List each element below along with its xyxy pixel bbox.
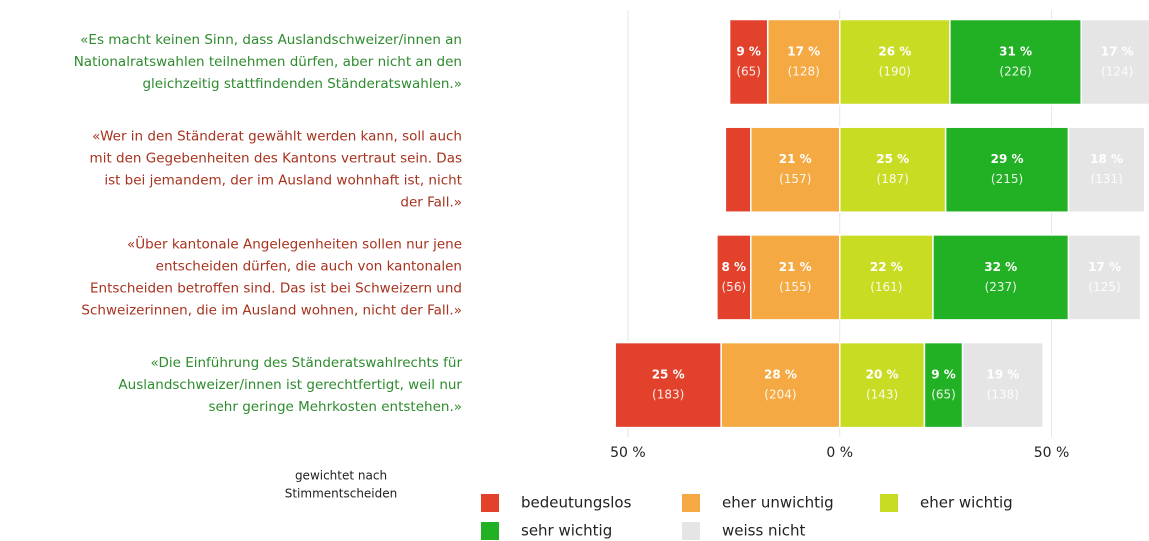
count-label: (215) (991, 172, 1023, 186)
value-label: 25 % (876, 152, 909, 166)
legend-swatch (682, 522, 700, 540)
note: gewichtet nach (295, 469, 387, 483)
bar-segment (724, 126, 752, 213)
count-label: (183) (652, 388, 684, 402)
bar-segment (932, 234, 1070, 321)
count-label: (190) (879, 65, 911, 79)
count-label: (125) (1088, 280, 1120, 294)
statement-line: «Die Einführung des Ständeratswahlrechts… (150, 355, 462, 371)
count-label: (226) (999, 65, 1031, 79)
legend-label: eher wichtig (920, 494, 1013, 512)
value-label: 31 % (999, 45, 1032, 59)
statement-line: Nationalratswahlen teilnehmen dürfen, ab… (74, 54, 462, 70)
count-label: (237) (985, 280, 1017, 294)
statement-line: Entscheiden betroffen sind. Das ist bei … (90, 280, 462, 296)
note: Stimmentscheiden (285, 487, 398, 501)
count-label: (143) (866, 388, 898, 402)
value-label: 28 % (764, 368, 797, 382)
count-label: (161) (870, 280, 902, 294)
value-label: 20 % (866, 368, 899, 382)
count-label: (65) (931, 388, 956, 402)
statement-line: Auslandschweizer/innen ist gerechtfertig… (118, 377, 462, 393)
bar-segment (766, 18, 841, 106)
count-label: (138) (987, 388, 1019, 402)
statement-line: mit den Gegebenheiten des Kantons vertra… (90, 151, 462, 167)
value-label: 9 % (736, 45, 761, 59)
statement-line: der Fall.» (400, 195, 462, 211)
value-label: 17 % (1101, 45, 1134, 59)
count-label: (56) (722, 280, 747, 294)
legend-swatch (880, 494, 898, 512)
legend-label: eher unwichtig (722, 494, 834, 512)
bar-segment (1067, 234, 1142, 321)
bar-segment (750, 234, 841, 321)
count-label: (65) (736, 65, 761, 79)
count-label: (157) (779, 172, 811, 186)
statement-line: gleichzeitig stattfindenden Ständeratswa… (142, 76, 462, 92)
bar-segment (838, 234, 934, 321)
legend-swatch (481, 522, 499, 540)
bar-segment (716, 234, 752, 321)
count-label: (155) (779, 280, 811, 294)
value-label: 18 % (1090, 152, 1123, 166)
bar-segment (614, 341, 722, 429)
value-label: 32 % (984, 260, 1017, 274)
statement-line: «Über kantonale Angelegenheiten sollen n… (127, 234, 462, 252)
x-tick-label: 50 % (1034, 445, 1070, 461)
statement-line: «Wer in den Ständerat gewählt werden kan… (92, 129, 462, 145)
statement-line: entscheiden dürfen, die auch von kantona… (156, 258, 462, 274)
bar-segment (961, 341, 1044, 429)
bar-segment (923, 341, 964, 429)
x-tick-label: 50 % (610, 445, 646, 461)
value-label: 9 % (931, 368, 956, 382)
x-tick-label: 0 % (826, 445, 853, 461)
value-label: 25 % (652, 368, 685, 382)
legend-label: bedeutungslos (521, 494, 632, 512)
legend-label: sehr wichtig (521, 522, 612, 540)
bar-segment (949, 18, 1082, 106)
bar-segment (1080, 18, 1149, 106)
legend-label: weiss nicht (722, 522, 805, 540)
bar-segment (838, 126, 947, 213)
value-label: 22 % (870, 260, 903, 274)
statement-line: «Es macht keinen Sinn, dass Auslandschwe… (80, 32, 462, 48)
bar-segment (838, 341, 926, 429)
legend-swatch (481, 494, 499, 512)
bar-segment (720, 341, 841, 429)
value-label: 29 % (991, 152, 1024, 166)
bar-segment (944, 126, 1070, 213)
value-label: 17 % (1088, 260, 1121, 274)
value-label: 17 % (787, 45, 820, 59)
value-label: 21 % (779, 152, 812, 166)
count-label: (204) (764, 388, 796, 402)
statement-line: ist bei jemandem, der im Ausland wohnhaf… (104, 173, 462, 189)
statement-line: Schweizerinnen, die im Ausland wohnen, n… (81, 302, 462, 318)
count-label: (128) (788, 65, 820, 79)
count-label: (187) (877, 172, 909, 186)
count-label: (131) (1090, 172, 1122, 186)
value-label: 19 % (986, 368, 1019, 382)
value-label: 21 % (779, 260, 812, 274)
statement-line: sehr geringe Mehrkosten entstehen.» (208, 399, 462, 415)
bar-segment (838, 18, 951, 106)
bar-segment (728, 18, 769, 106)
value-label: 8 % (722, 260, 747, 274)
value-label: 26 % (878, 45, 911, 59)
bar-segment (1067, 126, 1146, 213)
bar-segment (750, 126, 841, 213)
count-label: (124) (1101, 65, 1133, 79)
legend-swatch (682, 494, 700, 512)
